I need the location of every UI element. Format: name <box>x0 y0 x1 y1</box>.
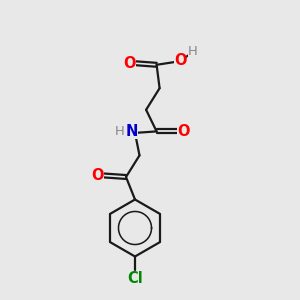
Text: O: O <box>177 124 190 139</box>
Text: O: O <box>92 168 104 183</box>
Text: N: N <box>125 124 138 139</box>
Text: O: O <box>174 53 186 68</box>
Text: Cl: Cl <box>127 271 143 286</box>
Text: O: O <box>123 56 136 71</box>
Text: H: H <box>115 125 124 138</box>
Text: H: H <box>188 45 197 58</box>
